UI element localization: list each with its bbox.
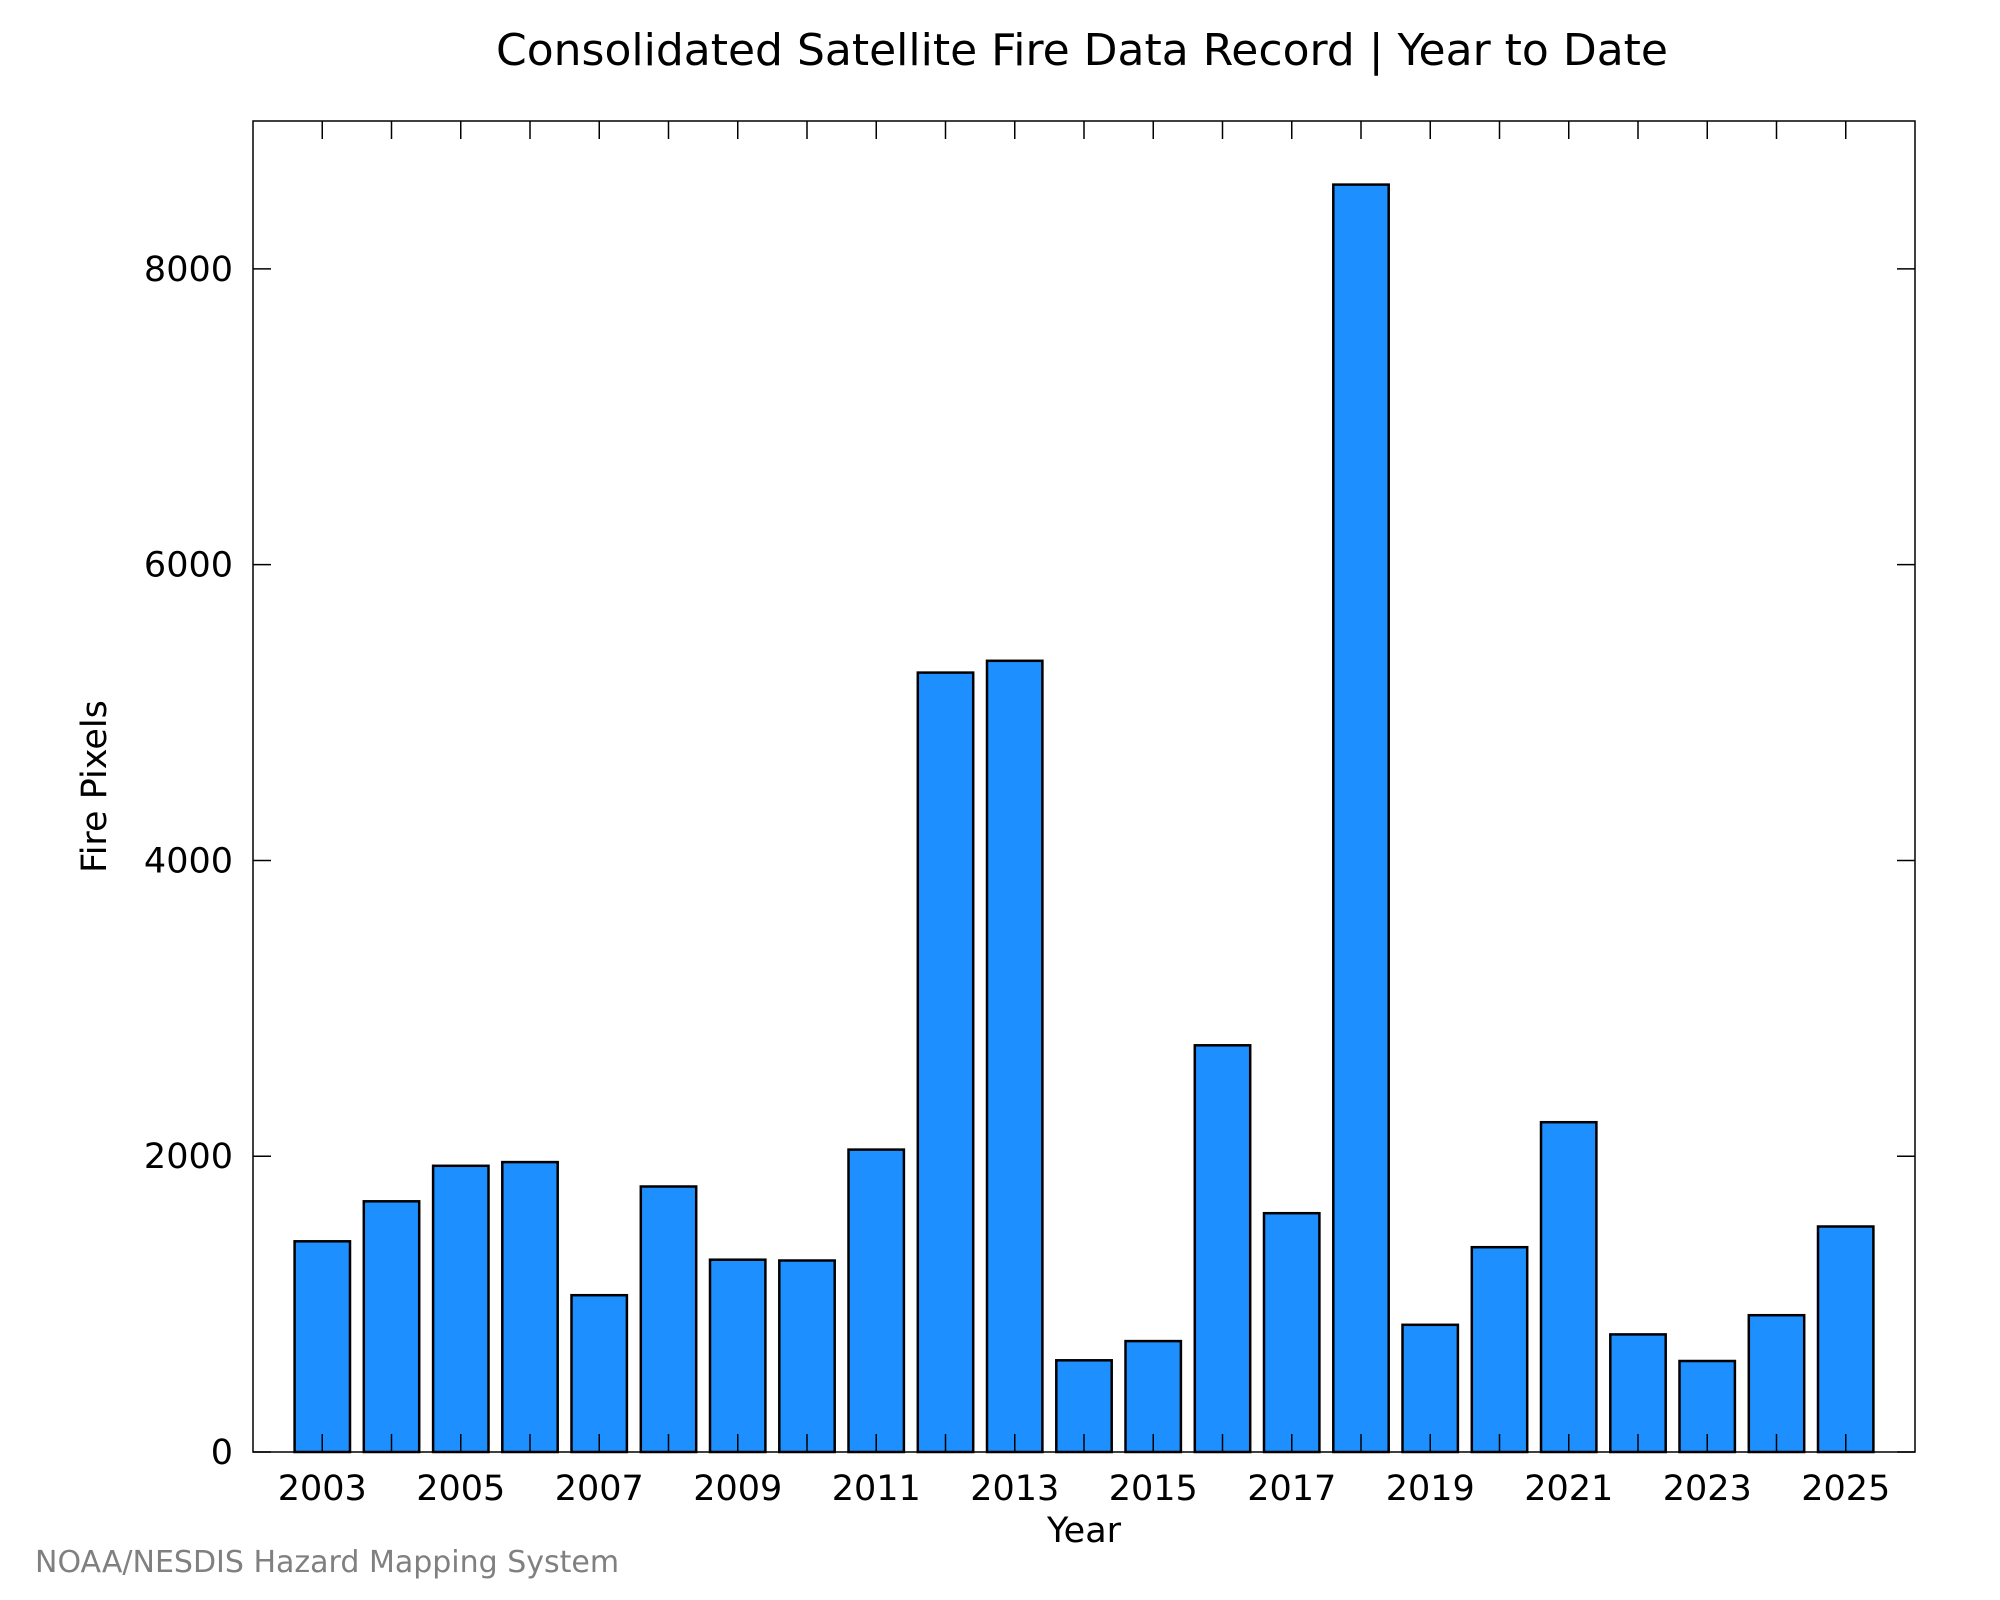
bar-2019 xyxy=(1401,1323,1460,1454)
x-tick-label-2009: 2009 xyxy=(693,1469,782,1509)
x-axis-label: Year xyxy=(1046,1511,1122,1551)
bar-2003 xyxy=(293,1240,352,1454)
x-axis: 2003 2005 2007 2009 2011 2013 2015 2017 2019 2021… xyxy=(278,121,1890,1509)
bar-2010 xyxy=(778,1259,836,1454)
x-tick-label-2023: 2023 xyxy=(1663,1469,1752,1509)
x-tick-label-2011: 2011 xyxy=(832,1469,921,1509)
x-tick-label-2007: 2007 xyxy=(555,1469,644,1509)
bar-2024 xyxy=(1747,1313,1806,1454)
bar-2025 xyxy=(1816,1225,1875,1454)
bar-2009 xyxy=(708,1258,767,1454)
bar-2006 xyxy=(501,1160,559,1454)
bar-2021 xyxy=(1539,1120,1598,1454)
x-tick-label-2013: 2013 xyxy=(970,1469,1059,1509)
credit-text: NOAA/NESDIS Hazard Mapping System xyxy=(35,1545,619,1580)
x-tick-label-2025: 2025 xyxy=(1801,1469,1890,1509)
x-tick-label-2015: 2015 xyxy=(1109,1469,1198,1509)
bar-2004 xyxy=(362,1200,421,1454)
bar-2016 xyxy=(1193,1044,1252,1454)
bar-2017 xyxy=(1262,1211,1321,1454)
bar-2011 xyxy=(847,1148,906,1454)
bar-2008 xyxy=(639,1185,698,1454)
x-tick-label-2003: 2003 xyxy=(278,1469,367,1509)
chart-title: Consolidated Satellite Fire Data Record … xyxy=(496,25,1668,76)
y-tick-label: 8000 xyxy=(144,250,233,290)
bar-2020 xyxy=(1470,1245,1529,1454)
x-tick-label-2017: 2017 xyxy=(1247,1469,1336,1509)
y-axis-label: Fire Pixels xyxy=(75,700,115,873)
bar-2005 xyxy=(431,1164,490,1454)
y-tick-label: 4000 xyxy=(144,841,233,881)
x-tick-label-2021: 2021 xyxy=(1524,1469,1613,1509)
y-tick-label: 2000 xyxy=(144,1137,233,1177)
y-tick-label: 6000 xyxy=(144,546,233,586)
y-tick-label: 0 xyxy=(211,1433,233,1473)
x-tick-label-2019: 2019 xyxy=(1386,1469,1475,1509)
y-axis: 0 2000 4000 6000 8000 xyxy=(144,250,1915,1473)
x-tick-label-2005: 2005 xyxy=(416,1469,505,1509)
bar-2012 xyxy=(916,671,975,1454)
bar-2018 xyxy=(1332,183,1390,1454)
bar-2007 xyxy=(570,1293,629,1454)
plot-frame xyxy=(252,120,1916,1453)
bars-group xyxy=(293,183,1875,1454)
bar-2013 xyxy=(985,659,1044,1454)
